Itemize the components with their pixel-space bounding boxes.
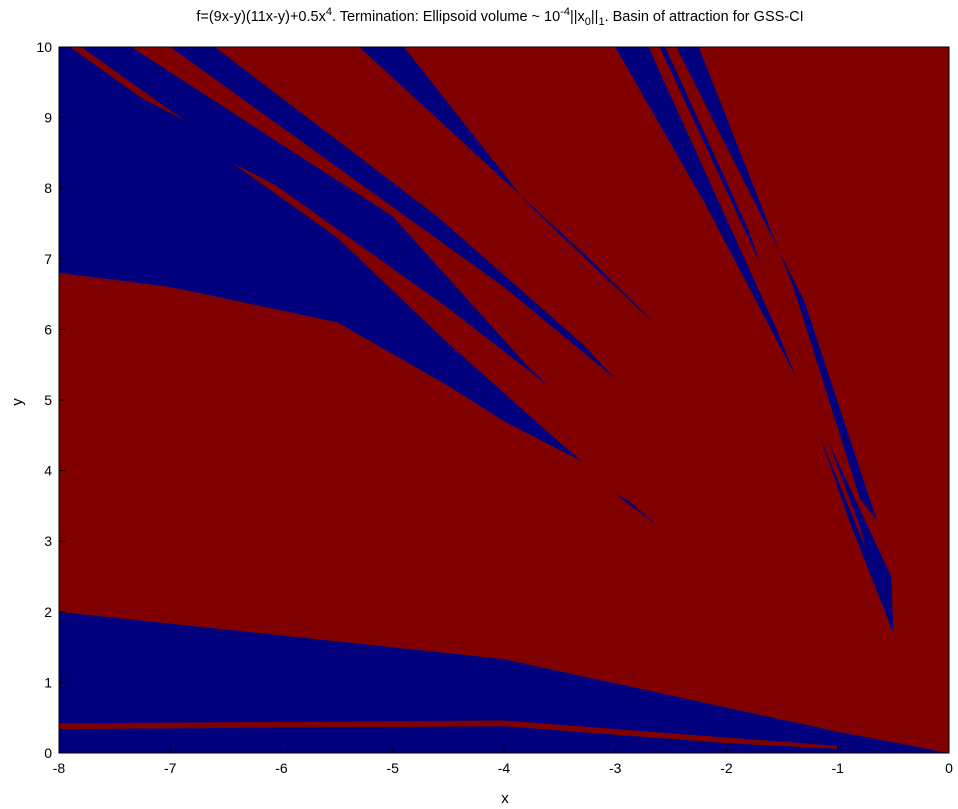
x-tick-label: -7 <box>164 760 177 776</box>
chart-title: f=(9x-y)(11x-y)+0.5x4. Termination: Elli… <box>196 6 803 28</box>
y-tick-label: 3 <box>44 533 52 549</box>
basin-region-wedge-mid <box>59 47 660 528</box>
x-tick-label: -1 <box>832 760 845 776</box>
title-suffix: . Basin of attraction for GSS-CI <box>605 9 804 25</box>
basin-region-stripe-5 <box>59 350 838 700</box>
y-tick-label: 9 <box>44 110 52 126</box>
y-axis-ticks: 0 1 2 3 4 5 6 7 8 9 10 <box>36 39 65 761</box>
title-norm-end: || <box>591 9 599 25</box>
basin-regions <box>59 47 949 753</box>
basin-region-stripe-4 <box>59 440 838 705</box>
y-axis-label: y <box>9 398 26 406</box>
title-norm: ||x <box>570 9 586 25</box>
basin-region-left-edge-tail <box>59 301 682 528</box>
basin-region-stripe-wedge <box>59 272 627 528</box>
y-tick-label: 2 <box>44 604 52 620</box>
basin-region-upper-diagonal-3 <box>359 47 655 323</box>
y-tick-label: 4 <box>44 463 52 479</box>
y-tick-label: 7 <box>44 251 52 267</box>
title-sub2: 1 <box>598 16 604 28</box>
basin-region-upper-diagonal-4 <box>103 89 449 302</box>
basin-region-stripe-low <box>59 720 838 749</box>
title-exp2: -4 <box>560 6 570 18</box>
y-tick-label: 0 <box>44 745 52 761</box>
basin-region-right-fan-2 <box>676 47 877 520</box>
y-tick-label: 8 <box>44 180 52 196</box>
title-sub1: 0 <box>585 16 591 28</box>
x-tick-label: -2 <box>720 760 733 776</box>
x-tick-label: -8 <box>53 760 66 776</box>
title-mid: . Termination: Ellipsoid volume ~ 10 <box>332 9 560 25</box>
title-exp1: 4 <box>326 6 332 18</box>
x-tick-label: 0 <box>945 760 953 776</box>
basin-region-lower-fan <box>59 611 949 753</box>
x-tick-label: -4 <box>498 760 511 776</box>
x-tick-label: -6 <box>275 760 288 776</box>
y-tick-label: 6 <box>44 321 52 337</box>
y-tick-label: 1 <box>44 674 52 690</box>
x-axis-ticks: -8 -7 -6 -5 -4 -3 -2 -1 0 <box>53 747 953 776</box>
x-tick-label: -5 <box>387 760 400 776</box>
x-tick-label: -3 <box>609 760 622 776</box>
basin-region-stripe-2 <box>59 562 838 722</box>
y-tick-label: 5 <box>44 392 52 408</box>
title-prefix: f=(9x-y)(11x-y)+0.5x <box>196 9 326 25</box>
y-tick-label: 10 <box>36 39 52 55</box>
x-axis-label: x <box>501 790 509 807</box>
basin-region-stripe-3 <box>59 502 838 714</box>
